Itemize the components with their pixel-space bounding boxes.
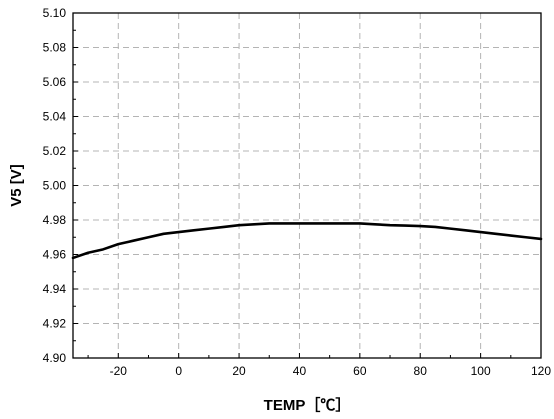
series-line xyxy=(71,222,543,260)
y-tick-label: 5.00 xyxy=(43,179,67,193)
series-layer xyxy=(71,222,543,260)
x-tick-label: 100 xyxy=(471,364,491,378)
x-tick-label: 20 xyxy=(232,364,246,378)
y-tick-label: 4.98 xyxy=(43,213,67,227)
y-tick-label: 4.94 xyxy=(43,282,67,296)
x-tick-label: 0 xyxy=(175,364,182,378)
y-tick-label: 4.96 xyxy=(43,248,67,262)
axis-ticks xyxy=(73,12,542,359)
y-tick-label: 5.06 xyxy=(43,75,67,89)
x-tick-label: 60 xyxy=(353,364,367,378)
tick-labels: -20 0 20 40 60 80 100 120 4.90 4.92 4.94 4.96 4.98 5.… xyxy=(43,6,552,378)
y-tick-label: 5.04 xyxy=(43,110,67,124)
x-tick-label: 80 xyxy=(414,364,428,378)
grid-lines xyxy=(73,13,541,358)
y-tick-label: 4.92 xyxy=(43,317,67,331)
x-tick-label: 40 xyxy=(293,364,307,378)
x-axis-title: TEMP［℃］ xyxy=(264,396,351,414)
y-tick-label: 5.02 xyxy=(43,144,67,158)
x-tick-label: -20 xyxy=(110,364,128,378)
y-tick-label: 5.08 xyxy=(43,41,67,55)
y-tick-label: 4.90 xyxy=(43,351,67,365)
x-tick-label: 120 xyxy=(531,364,551,378)
y-tick-label: 5.10 xyxy=(43,6,67,20)
y-axis-title: V5 [V] xyxy=(8,164,25,207)
